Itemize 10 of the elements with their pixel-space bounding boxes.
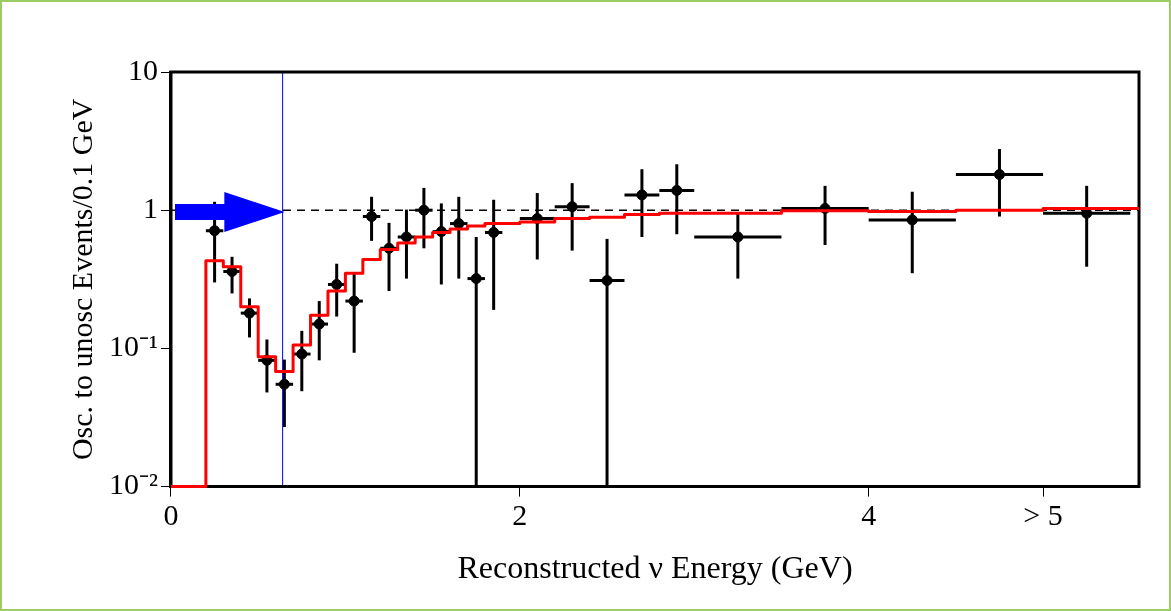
x-axis-title: Reconstructed ν Energy (GeV) [457, 549, 853, 586]
x-tick-label: > 5 [1023, 498, 1063, 532]
y-tick-label: 10⁻¹ [108, 329, 158, 363]
x-tick-label: 0 [163, 498, 179, 532]
y-tick-label: 10⁻² [108, 467, 158, 501]
x-tick-label: 2 [512, 498, 528, 532]
x-tick-label: 4 [861, 498, 877, 532]
y-axis-title: Osc. to unosc Events/0.1 GeV [64, 98, 98, 461]
y-tick-label: 1 [142, 191, 158, 225]
y-tick-label: 10 [127, 52, 158, 86]
